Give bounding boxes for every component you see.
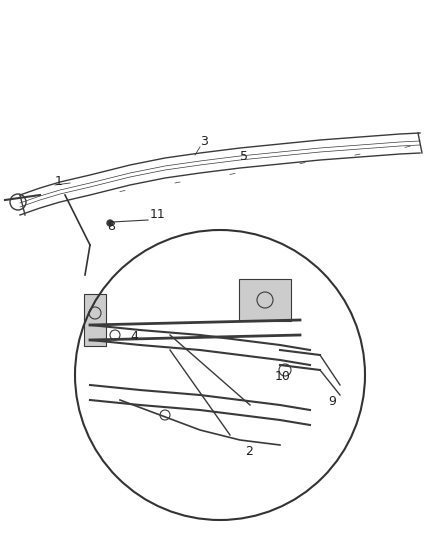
Text: 4: 4: [130, 330, 138, 343]
Text: 5: 5: [240, 150, 248, 163]
Text: 8: 8: [107, 220, 115, 233]
FancyBboxPatch shape: [239, 279, 291, 321]
Circle shape: [107, 220, 113, 226]
FancyBboxPatch shape: [84, 294, 106, 346]
Text: 11: 11: [150, 208, 166, 221]
Text: 2: 2: [245, 445, 253, 458]
Text: 10: 10: [275, 370, 291, 383]
Text: 3: 3: [200, 135, 208, 148]
Text: 9: 9: [328, 395, 336, 408]
Text: 1: 1: [55, 175, 63, 188]
